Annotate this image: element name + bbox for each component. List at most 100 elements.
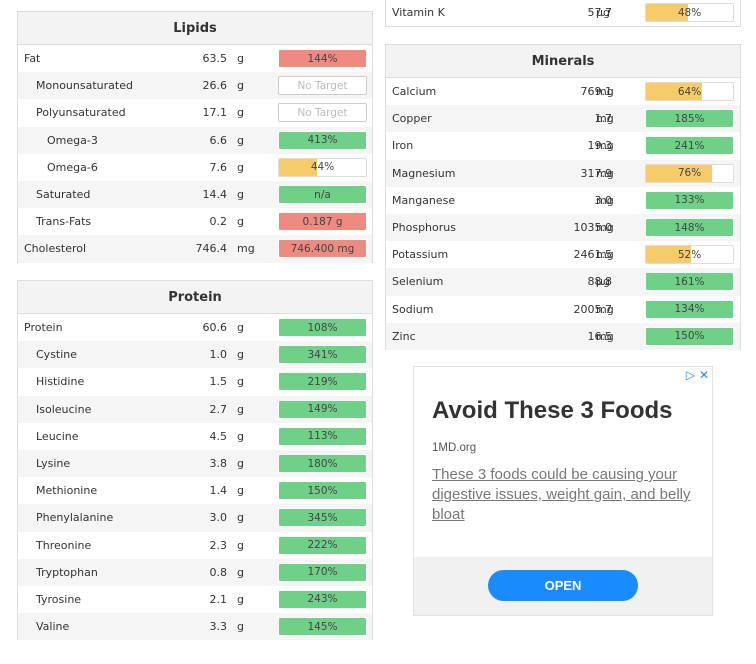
target-progress-bar: 149%	[278, 399, 367, 419]
nutrient-amount: 17.1	[202, 106, 228, 120]
nutrient-row[interactable]: Iron 19.3 mg 241%	[386, 132, 740, 159]
ad-content[interactable]: ▷ ✕ Avoid These 3 Foods 1MD.org These 3 …	[414, 367, 712, 557]
nutrient-name: Protein	[24, 321, 63, 335]
nutrient-row[interactable]: Sodium 2005.7 mg 134%	[386, 296, 740, 323]
nutrient-unit: mg	[596, 85, 614, 99]
nutrient-row[interactable]: Calcium 769.1 mg 64%	[386, 78, 740, 105]
nutrient-unit: mg	[596, 112, 614, 126]
nutrient-amount: 0.2	[209, 215, 228, 229]
nutrient-row[interactable]: Protein 60.6 g 108%	[18, 314, 372, 341]
nutrient-unit: g	[237, 565, 244, 579]
nutrient-row[interactable]: Vitamin K 57.7 µg 48%	[386, 0, 740, 26]
close-icon[interactable]: ✕	[698, 368, 709, 382]
target-progress-bar: 243%	[278, 589, 367, 609]
nutrient-row[interactable]: Tryptophan 0.8 g 170%	[18, 558, 372, 586]
nutrient-row[interactable]: Isoleucine 2.7 g 149%	[18, 395, 372, 423]
nutrient-name: Omega-3	[47, 133, 98, 147]
nutrient-name: Trans-Fats	[36, 215, 92, 229]
nutrient-name: Polyunsaturated	[36, 106, 126, 120]
progress-label: 341%	[307, 348, 338, 361]
progress-fill	[646, 327, 733, 345]
nutrient-unit: mg	[596, 221, 614, 235]
nutrient-amount: 6.6	[209, 133, 228, 147]
progress-fill	[646, 300, 733, 318]
nutrient-row[interactable]: Omega-6 7.6 g 44%	[18, 154, 372, 181]
nutrient-amount: 26.6	[202, 79, 228, 93]
nutrient-row[interactable]: Potassium 2461.5 mg 52%	[386, 241, 740, 268]
progress-fill	[646, 164, 713, 182]
ad-open-button[interactable]: OPEN	[488, 570, 638, 601]
nutrient-row[interactable]: Omega-3 6.6 g 413%	[18, 126, 372, 154]
nutrient-unit: g	[237, 457, 244, 471]
nutrient-name: Lysine	[36, 457, 71, 471]
progress-label: No Target	[297, 106, 348, 119]
nutrient-unit: g	[237, 348, 244, 362]
target-progress-bar: 145%	[278, 617, 367, 637]
nutrient-row[interactable]: Lysine 3.8 g 180%	[18, 449, 372, 478]
nutrient-amount: 88.8	[587, 275, 613, 289]
progress-fill	[279, 213, 366, 231]
progress-fill	[279, 509, 366, 527]
nutrient-amount: 3.3	[209, 620, 228, 634]
nutrient-unit: g	[237, 538, 244, 552]
nutrient-amount: 1035.0	[573, 221, 613, 235]
target-progress-bar: 148%	[645, 218, 734, 238]
nutrient-name: Cholesterol	[24, 242, 87, 256]
nutrient-row[interactable]: Manganese 3.0 mg 133%	[386, 187, 740, 214]
nutrient-unit: g	[237, 429, 244, 443]
nutrient-row[interactable]: Selenium 88.8 µg 161%	[386, 268, 740, 296]
nutrient-amount: 19.3	[587, 139, 613, 153]
target-progress-bar: 170%	[278, 562, 367, 582]
progress-label: 185%	[674, 112, 705, 125]
nutrient-name: Saturated	[36, 188, 91, 202]
vitamins-panel: Vitamin K 57.7 µg 48%	[385, 0, 741, 27]
protein-header: Protein	[18, 281, 372, 314]
nutrient-name: Histidine	[36, 375, 85, 389]
progress-fill	[279, 590, 366, 608]
target-progress-bar: 746.400 mg	[278, 239, 367, 259]
nutrient-row[interactable]: Fat 63.5 g 144%	[18, 45, 372, 72]
nutrient-row[interactable]: Cholesterol 746.4 mg 746.400 mg	[18, 235, 372, 263]
nutrient-unit: g	[237, 321, 244, 335]
progress-label: 161%	[674, 275, 705, 288]
nutrient-amount: 2.3	[209, 538, 228, 552]
nutrient-row[interactable]: Polyunsaturated 17.1 g No Target	[18, 99, 372, 126]
nutrient-row[interactable]: Copper 1.7 mg 185%	[386, 105, 740, 133]
nutrient-row[interactable]: Valine 3.3 g 145%	[18, 613, 372, 641]
nutrient-unit: g	[237, 511, 244, 525]
progress-label: 241%	[674, 139, 705, 152]
progress-label: 0.187 g	[302, 215, 343, 228]
nutrient-row[interactable]: Saturated 14.4 g n/a	[18, 180, 372, 209]
protein-rows: Protein 60.6 g 108% Cystine 1.0 g 341% Histidine…	[18, 314, 372, 641]
nutrient-name: Tryptophan	[36, 565, 98, 579]
ad-description[interactable]: These 3 foods could be causing your dige…	[432, 466, 691, 523]
progress-label: 133%	[674, 194, 705, 207]
nutrient-name: Isoleucine	[36, 402, 92, 416]
nutrient-row[interactable]: Monounsaturated 26.6 g No Target	[18, 72, 372, 100]
progress-label: 148%	[674, 221, 705, 234]
nutrient-row[interactable]: Magnesium 317.9 mg 76%	[386, 159, 740, 187]
nutrient-row[interactable]: Leucine 4.5 g 113%	[18, 423, 372, 450]
nutrient-row[interactable]: Zinc 16.5 mg 150%	[386, 322, 740, 350]
advertisement[interactable]: ▷ ✕ Avoid These 3 Foods 1MD.org These 3 …	[413, 366, 713, 616]
nutrient-row[interactable]: Histidine 1.5 g 219%	[18, 368, 372, 395]
nutrient-row[interactable]: Methionine 1.4 g 150%	[18, 477, 372, 504]
nutrient-unit: g	[237, 79, 244, 93]
nutrient-row[interactable]: Phenylalanine 3.0 g 345%	[18, 504, 372, 532]
progress-label: 170%	[307, 566, 338, 579]
lipids-panel: Lipids Fat 63.5 g 144% Monounsaturated 26.6 g N…	[17, 11, 373, 263]
ad-choices[interactable]: ▷ ✕	[686, 369, 709, 381]
nutrient-name: Tyrosine	[36, 592, 82, 606]
target-progress-bar: 219%	[278, 372, 367, 392]
nutrient-row[interactable]: Phosphorus 1035.0 mg 148%	[386, 213, 740, 242]
nutrient-name: Selenium	[392, 275, 444, 289]
nutrient-unit: g	[237, 375, 244, 389]
play-triangle-icon[interactable]: ▷	[685, 368, 695, 382]
nutrient-row[interactable]: Tyrosine 2.1 g 243%	[18, 586, 372, 613]
nutrient-unit: mg	[596, 329, 614, 343]
progress-fill	[279, 131, 366, 149]
nutrient-row[interactable]: Trans-Fats 0.2 g 0.187 g	[18, 208, 372, 235]
nutrient-row[interactable]: Threonine 2.3 g 222%	[18, 532, 372, 559]
nutrient-row[interactable]: Cystine 1.0 g 341%	[18, 341, 372, 369]
ad-title[interactable]: Avoid These 3 Foods	[432, 397, 673, 424]
